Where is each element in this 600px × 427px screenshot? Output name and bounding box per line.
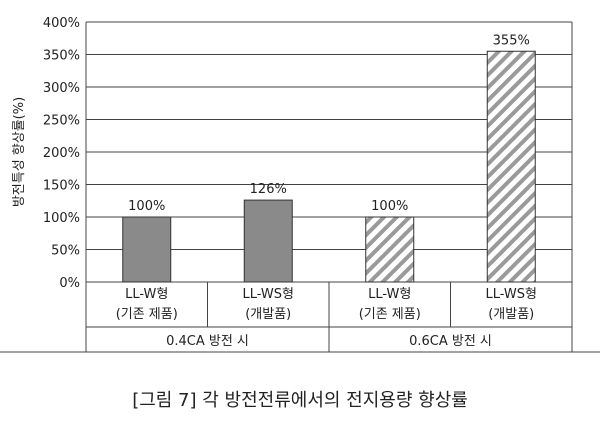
category-label: LL-W형	[368, 287, 411, 302]
bar-3	[365, 216, 415, 283]
bar-value-label: 126%	[250, 182, 287, 197]
y-tick-label: 200%	[43, 146, 80, 161]
y-tick-label: 300%	[43, 81, 80, 96]
bar-value-label: 100%	[128, 199, 165, 214]
group-label: 0.4CA 방전 시	[166, 334, 249, 349]
y-tick-label: 400%	[43, 16, 80, 31]
figure-caption: [그림 7] 각 방전전류에서의 전지용량 향상률	[132, 390, 468, 411]
bar-value-label: 100%	[371, 199, 408, 214]
category-sublabel: (개발품)	[245, 307, 291, 322]
y-tick-label: 0%	[59, 276, 80, 291]
bar-1	[122, 216, 172, 283]
bar-4	[486, 50, 536, 283]
bar-value-label: 355%	[493, 33, 530, 48]
y-tick-label: 50%	[51, 244, 80, 259]
category-label: LL-W형	[125, 287, 168, 302]
y-tick-label: 150%	[43, 179, 80, 194]
category-sublabel: (개발품)	[488, 307, 534, 322]
y-tick-label: 100%	[43, 211, 80, 226]
bar-2	[243, 199, 293, 283]
category-sublabel: (기존 제품)	[116, 307, 178, 322]
y-tick-label: 250%	[43, 114, 80, 129]
y-tick-label: 350%	[43, 49, 80, 64]
category-label: LL-WS형	[243, 287, 295, 302]
category-label: LL-WS형	[486, 287, 538, 302]
group-label: 0.6CA 방전 시	[409, 334, 492, 349]
y-axis-title: 방전특성 향상률(%)	[12, 97, 27, 207]
category-sublabel: (기존 제품)	[359, 307, 421, 322]
